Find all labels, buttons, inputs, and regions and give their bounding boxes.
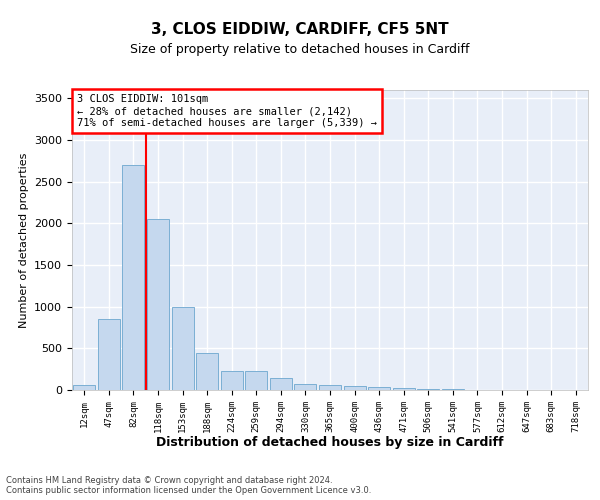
Text: Size of property relative to detached houses in Cardiff: Size of property relative to detached ho… <box>130 42 470 56</box>
Bar <box>122 165 145 390</box>
Bar <box>392 388 415 390</box>
Y-axis label: Number of detached properties: Number of detached properties <box>19 152 29 328</box>
Bar <box>196 352 218 390</box>
Bar <box>221 371 243 390</box>
Text: 3, CLOS EIDDIW, CARDIFF, CF5 5NT: 3, CLOS EIDDIW, CARDIFF, CF5 5NT <box>151 22 449 38</box>
Bar <box>368 387 390 390</box>
Bar <box>270 378 292 390</box>
Text: Contains HM Land Registry data © Crown copyright and database right 2024.
Contai: Contains HM Land Registry data © Crown c… <box>6 476 371 495</box>
Text: Distribution of detached houses by size in Cardiff: Distribution of detached houses by size … <box>156 436 504 449</box>
Bar <box>98 319 120 390</box>
Bar <box>147 219 169 390</box>
Bar <box>73 385 95 390</box>
Bar <box>442 389 464 390</box>
Bar <box>172 306 194 390</box>
Bar <box>344 386 365 390</box>
Bar <box>295 384 316 390</box>
Bar <box>417 389 439 390</box>
Bar <box>245 371 268 390</box>
Text: 3 CLOS EIDDIW: 101sqm
← 28% of detached houses are smaller (2,142)
71% of semi-d: 3 CLOS EIDDIW: 101sqm ← 28% of detached … <box>77 94 377 128</box>
Bar <box>319 385 341 390</box>
